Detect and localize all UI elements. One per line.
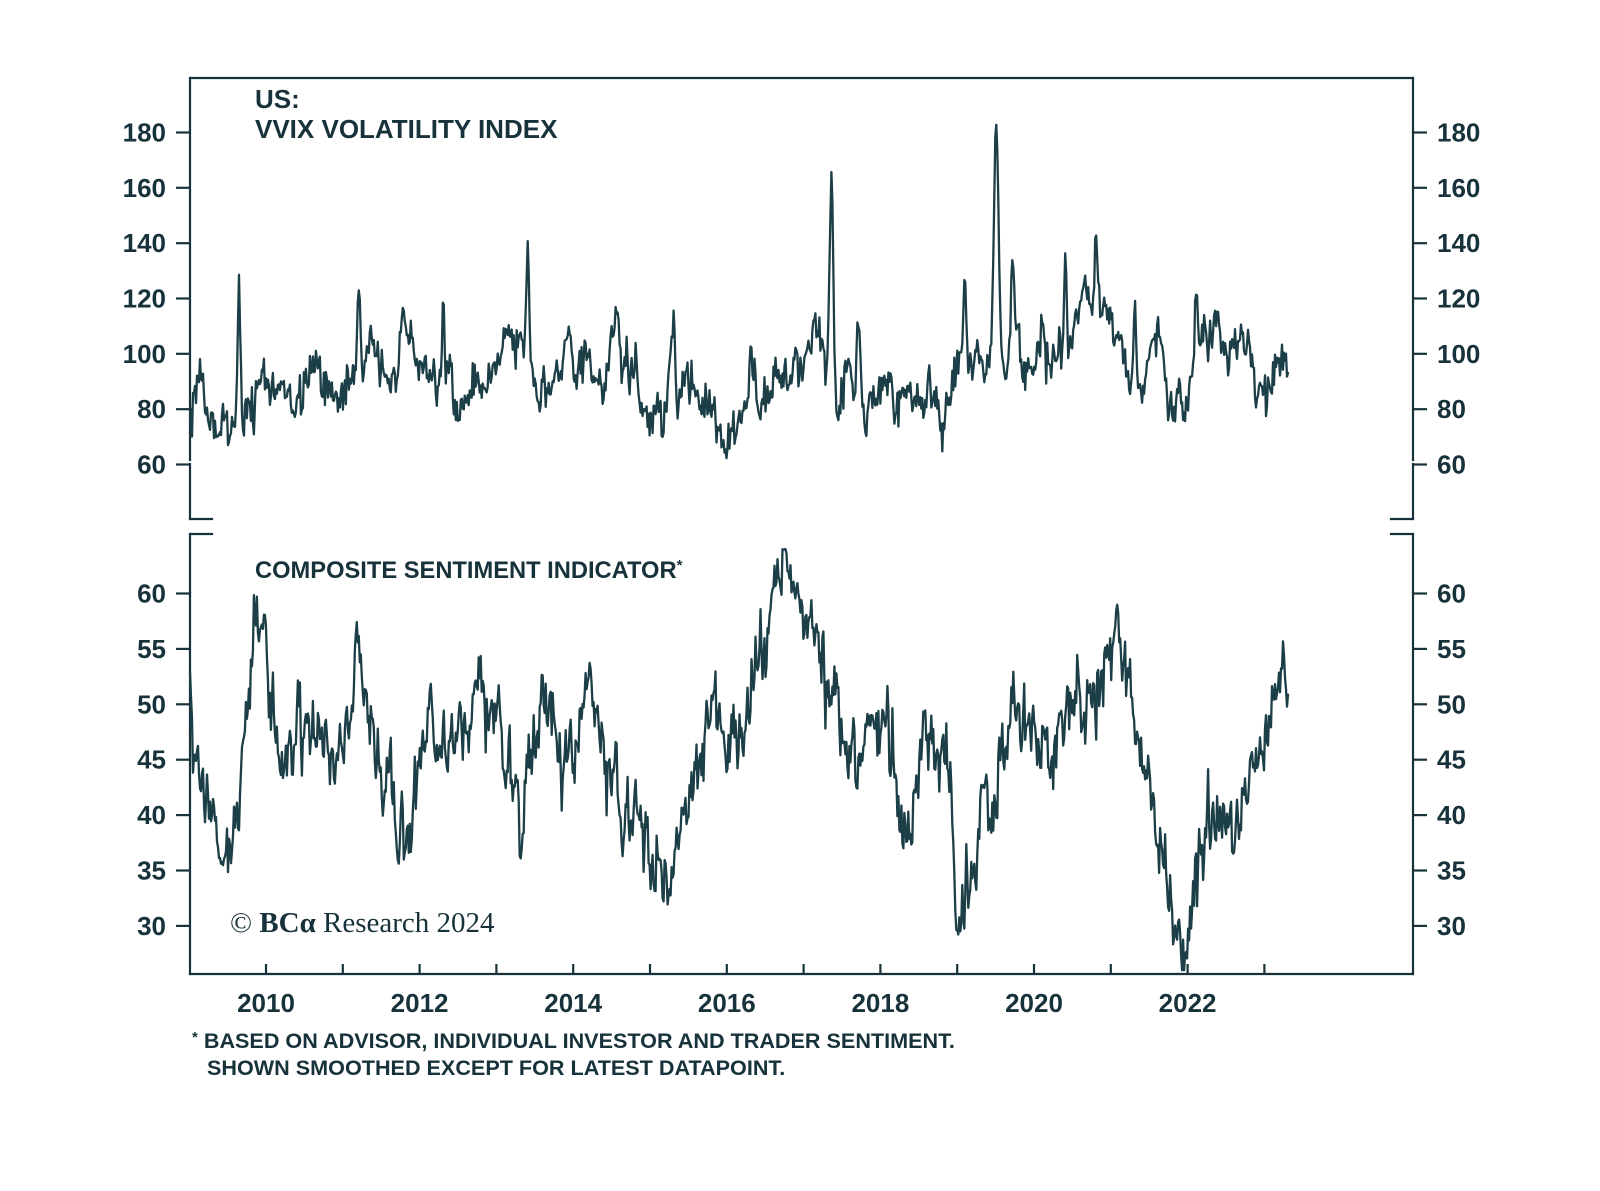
svg-text:30: 30 [137, 911, 166, 941]
svg-text:2018: 2018 [851, 988, 909, 1018]
svg-text:60: 60 [137, 579, 166, 609]
svg-text:2010: 2010 [237, 988, 295, 1018]
svg-text:100: 100 [1437, 339, 1480, 369]
svg-text:* BASED ON ADVISOR, INDIVIDUA: * BASED ON ADVISOR, INDIVIDUAL INVESTOR … [192, 1028, 955, 1053]
svg-text:SHOWN SMOOTHED EXCEPT FOR LATE: SHOWN SMOOTHED EXCEPT FOR LATEST DATAPOI… [207, 1055, 785, 1080]
svg-text:60: 60 [1437, 579, 1466, 609]
svg-text:© BCα Research 2024: © BCα Research 2024 [230, 907, 495, 939]
svg-text:35: 35 [137, 856, 166, 886]
svg-text:40: 40 [1437, 800, 1466, 830]
svg-text:2014: 2014 [544, 988, 602, 1018]
svg-text:60: 60 [137, 450, 166, 480]
svg-text:2012: 2012 [391, 988, 449, 1018]
svg-text:50: 50 [1437, 689, 1466, 719]
svg-text:2020: 2020 [1005, 988, 1063, 1018]
svg-text:120: 120 [123, 284, 166, 314]
svg-text:80: 80 [137, 394, 166, 424]
svg-text:VVIX VOLATILITY INDEX: VVIX VOLATILITY INDEX [255, 114, 558, 144]
svg-text:30: 30 [1437, 911, 1466, 941]
svg-text:2022: 2022 [1159, 988, 1217, 1018]
svg-text:40: 40 [137, 800, 166, 830]
svg-text:55: 55 [137, 634, 166, 664]
svg-text:120: 120 [1437, 284, 1480, 314]
svg-text:55: 55 [1437, 634, 1466, 664]
svg-text:45: 45 [137, 745, 166, 775]
svg-text:180: 180 [123, 118, 166, 148]
svg-text:50: 50 [137, 689, 166, 719]
svg-text:140: 140 [1437, 228, 1480, 258]
svg-text:100: 100 [123, 339, 166, 369]
svg-text:35: 35 [1437, 856, 1466, 886]
svg-text:US:: US: [255, 84, 300, 114]
svg-text:60: 60 [1437, 450, 1466, 480]
svg-text:140: 140 [123, 228, 166, 258]
svg-text:80: 80 [1437, 394, 1466, 424]
svg-text:2016: 2016 [698, 988, 756, 1018]
svg-text:160: 160 [1437, 173, 1480, 203]
svg-text:45: 45 [1437, 745, 1466, 775]
svg-text:180: 180 [1437, 118, 1480, 148]
svg-text:COMPOSITE SENTIMENT INDICATOR*: COMPOSITE SENTIMENT INDICATOR* [255, 557, 683, 584]
svg-text:160: 160 [123, 173, 166, 203]
